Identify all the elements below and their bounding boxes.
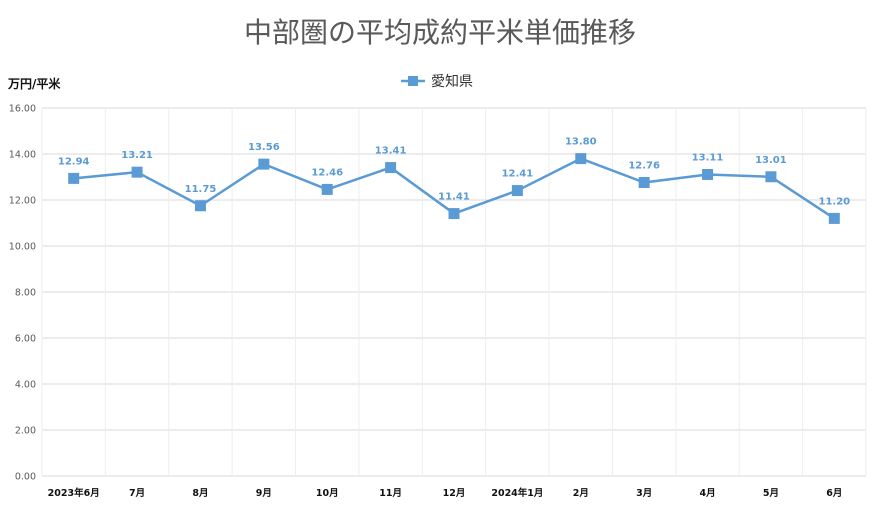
- data-label: 13.21: [121, 150, 153, 161]
- y-tick-label: 8.00: [15, 288, 36, 299]
- data-labels: 12.94 13.21 11.75 13.56 12.46 13.41 11.41 12.41…: [58, 137, 850, 208]
- data-label: 12.94: [58, 156, 90, 167]
- x-tick-label: 3月: [636, 488, 652, 499]
- x-tick-label: 4月: [699, 488, 715, 499]
- data-label: 11.20: [818, 196, 850, 207]
- data-point-marker: [638, 177, 650, 189]
- x-tick-label: 2月: [573, 488, 589, 499]
- data-label: 11.75: [185, 184, 217, 195]
- data-point-marker: [385, 162, 397, 174]
- data-point-marker: [575, 153, 587, 165]
- data-point-marker: [194, 200, 206, 212]
- data-point-marker: [68, 172, 80, 184]
- data-point-marker: [258, 158, 270, 170]
- x-tick-label: 10月: [316, 488, 339, 499]
- x-tick-label: 2023年6月: [48, 487, 100, 499]
- data-label: 12.41: [502, 169, 534, 180]
- y-tick-label: 0.00: [15, 472, 36, 483]
- x-tick-label: 6月: [826, 488, 842, 499]
- x-tick-label: 9月: [256, 488, 272, 499]
- data-point-marker: [828, 212, 840, 224]
- chart-title: 中部圏の平均成約平米単価推移: [244, 16, 636, 49]
- y-axis-label: 万円/平米: [7, 76, 61, 91]
- data-label: 13.41: [375, 146, 407, 157]
- y-tick-label: 4.00: [15, 380, 36, 391]
- data-point-marker: [765, 171, 777, 183]
- x-tick-label: 8月: [192, 488, 208, 499]
- data-label: 12.76: [628, 161, 660, 172]
- data-point-marker: [702, 168, 714, 180]
- data-point-marker: [131, 166, 143, 178]
- x-tick-label: 2024年1月: [491, 487, 543, 499]
- x-tick-label: 7月: [129, 488, 145, 499]
- y-tick-label: 10.00: [9, 242, 36, 253]
- legend-label: 愛知県: [431, 73, 473, 90]
- data-label: 13.01: [755, 155, 787, 166]
- data-point-marker: [448, 208, 460, 220]
- gridlines: [41, 107, 867, 477]
- y-tick-label: 2.00: [15, 426, 36, 437]
- data-label: 12.46: [311, 167, 343, 178]
- data-label: 13.56: [248, 142, 280, 153]
- y-tick-label: 14.00: [9, 150, 36, 161]
- x-tick-label: 12月: [443, 488, 466, 499]
- y-tick-label: 12.00: [9, 196, 36, 207]
- y-axis-ticks: 0.00 2.00 4.00 6.00 8.00 10.00 12.00 14.00 16.00: [9, 104, 36, 483]
- x-tick-label: 11月: [379, 488, 402, 499]
- data-point-marker: [321, 183, 333, 195]
- y-tick-label: 6.00: [15, 334, 36, 345]
- data-label: 13.11: [692, 152, 724, 163]
- x-tick-label: 5月: [763, 488, 779, 499]
- data-label: 11.41: [438, 192, 470, 203]
- legend: 愛知県: [401, 73, 473, 90]
- series-aichi: [68, 153, 840, 224]
- data-point-marker: [511, 185, 523, 197]
- x-axis-ticks: 2023年6月 7月 8月 9月 10月 11月 12月 2024年1月 2月 3月 4月 5月 6月: [48, 487, 843, 499]
- legend-square-marker: [408, 76, 418, 86]
- data-label: 13.80: [565, 137, 597, 148]
- y-tick-label: 16.00: [9, 104, 36, 115]
